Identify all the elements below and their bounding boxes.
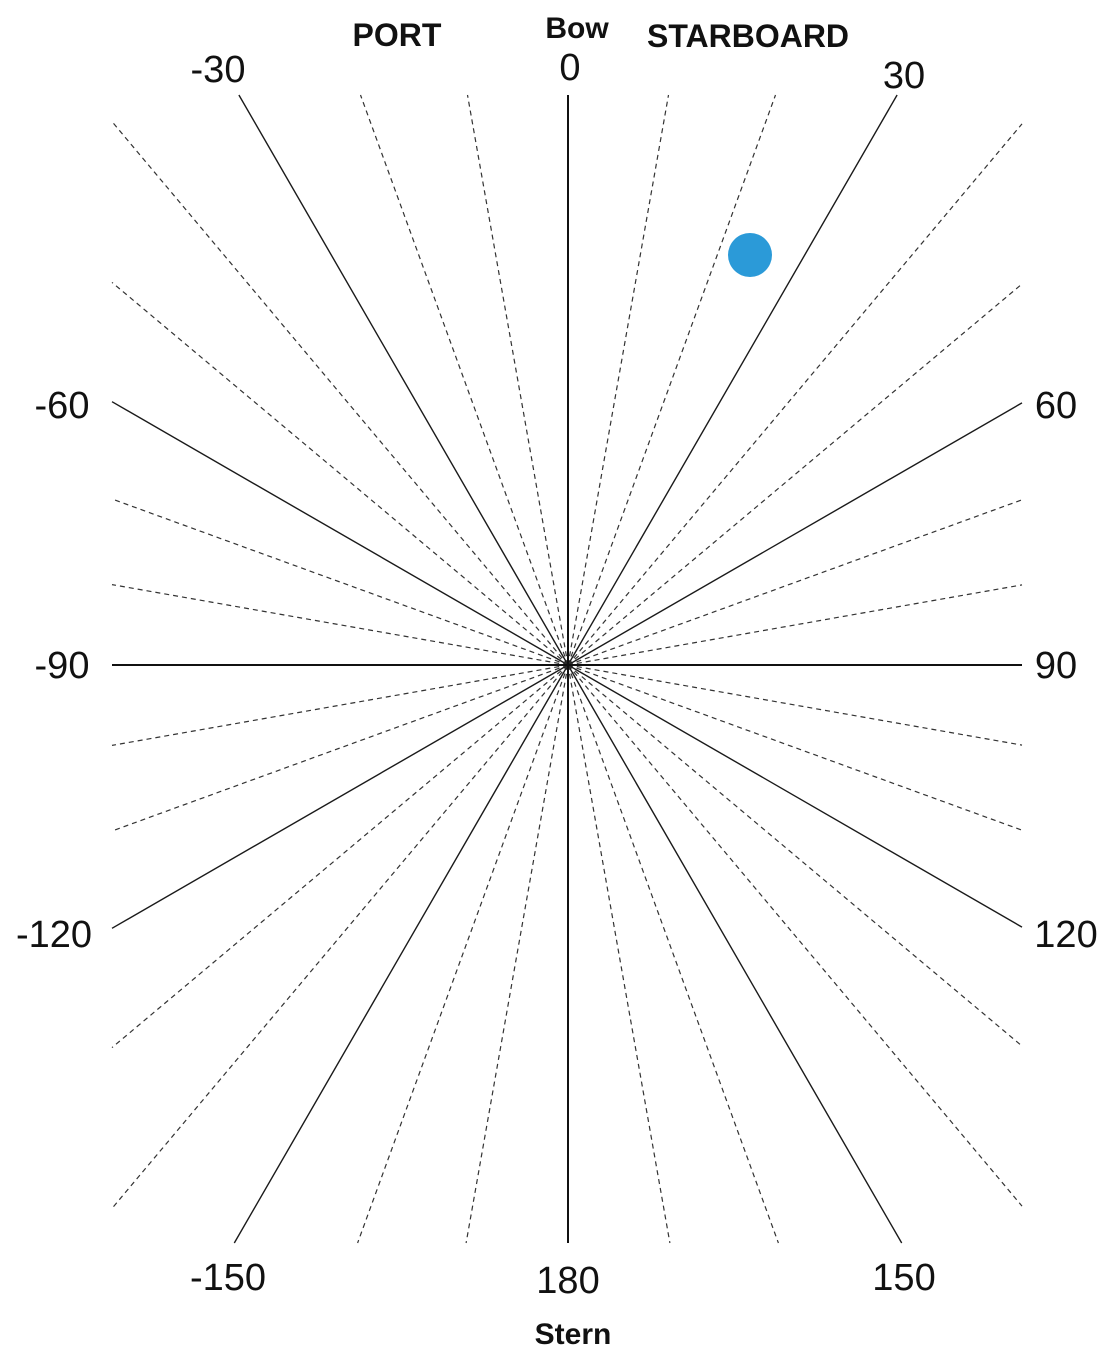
starboard-label: STARBOARD (647, 18, 849, 54)
minor-bearing-ray (567, 94, 777, 666)
angle-label-minus-120: -120 (16, 914, 92, 956)
angle-label-0: 0 (559, 47, 580, 89)
major-bearing-ray (238, 94, 569, 666)
angle-label-30: 30 (883, 55, 925, 97)
major-bearing-ray (111, 664, 569, 929)
major-bearing-ray (567, 664, 1023, 928)
minor-bearing-ray (567, 664, 779, 1244)
minor-bearing-ray (567, 123, 1023, 666)
minor-bearing-ray (465, 664, 569, 1244)
minor-bearing-ray (567, 664, 1023, 1207)
minor-bearing-ray (567, 664, 1023, 1047)
bow-label: Bow (545, 12, 609, 45)
port-label: PORT (353, 17, 442, 53)
minor-bearing-ray (567, 584, 1023, 666)
minor-bearing-ray (111, 664, 569, 832)
minor-bearing-ray (111, 281, 569, 666)
major-bearing-ray (567, 664, 903, 1244)
angle-label-120: 120 (1034, 914, 1097, 956)
angle-label-90: 90 (1035, 645, 1077, 687)
major-bearing-ray (111, 401, 569, 666)
angle-label-minus-150: -150 (190, 1257, 266, 1299)
minor-bearing-ray (567, 283, 1023, 666)
bearing-rays (111, 94, 1023, 1244)
angle-label-minus-60: -60 (35, 385, 90, 427)
angle-label-minus-90: -90 (35, 645, 90, 687)
angle-label-60: 60 (1035, 385, 1077, 427)
minor-bearing-ray (567, 499, 1023, 666)
stern-label: Stern (535, 1318, 612, 1351)
minor-bearing-ray (567, 664, 1023, 746)
minor-bearing-ray (357, 664, 569, 1244)
major-bearing-ray (567, 402, 1023, 666)
major-bearing-ray (567, 94, 898, 666)
minor-bearing-ray (567, 664, 671, 1244)
minor-bearing-ray (111, 664, 569, 1209)
minor-bearing-ray (359, 94, 569, 666)
minor-bearing-ray (567, 94, 670, 666)
minor-bearing-ray (466, 94, 569, 666)
target-marker[interactable] (728, 233, 772, 277)
minor-bearing-ray (111, 121, 569, 666)
minor-bearing-ray (111, 498, 569, 666)
angle-label-minus-30: -30 (191, 49, 246, 91)
angle-label-150: 150 (872, 1257, 935, 1299)
major-bearing-ray (233, 664, 569, 1244)
minor-bearing-ray (567, 664, 1023, 831)
minor-bearing-ray (111, 664, 569, 1049)
angle-label-180: 180 (536, 1260, 599, 1302)
